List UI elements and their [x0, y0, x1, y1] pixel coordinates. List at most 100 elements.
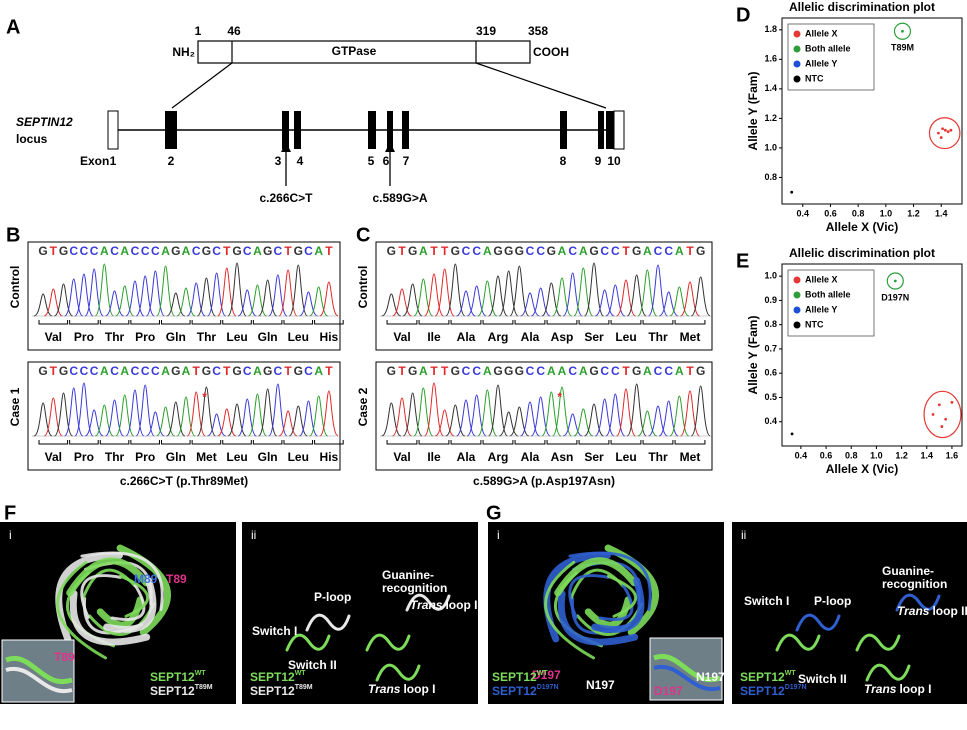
cluster-outline [886, 272, 904, 290]
amino-acid: Pro [135, 330, 155, 344]
trace-peak [227, 262, 247, 317]
legend-label: SEPT12WT [150, 670, 206, 684]
amino-acid: Thr [197, 330, 217, 344]
amino-acid: Thr [105, 330, 125, 344]
codon-bracket [578, 320, 610, 325]
trace-peak [487, 384, 509, 437]
codon-bracket [482, 320, 514, 325]
region-label: Trans loop II [410, 598, 481, 612]
codon-bracket [283, 320, 314, 325]
residue-number: 319 [476, 24, 496, 38]
panel-a: A 1 46 319 358 NH₂ GTPase COOH SEPTIN12 … [6, 16, 625, 205]
trace-peak [319, 281, 339, 317]
legend-marker [793, 291, 801, 299]
amino-acid: Met [680, 330, 701, 344]
codon-bracket [450, 320, 482, 325]
domain-name: GTPase [332, 44, 377, 58]
protein-bar [197, 40, 531, 64]
legend-marker [793, 306, 801, 314]
y-tick-label: 1.2 [764, 113, 777, 123]
ribbon [66, 557, 150, 597]
y-tick-label: 0.8 [764, 172, 777, 182]
arrowhead [385, 142, 395, 152]
legend-label: Both allele [805, 43, 851, 53]
inset-ribbon [653, 664, 721, 692]
amino-acid: Ala [457, 330, 476, 344]
x-tick-label: 1.0 [870, 450, 883, 460]
y-tick-label: 0.6 [764, 368, 777, 378]
sequence: G T G A T T G C C A GGG C C A A C A G C C T G A C C A T G [387, 364, 706, 378]
amino-acid: His [320, 330, 339, 344]
panel-label: G [486, 502, 502, 524]
legend-marker [793, 321, 801, 329]
legend-name: SEPT12 [740, 670, 785, 684]
cluster-outline [923, 390, 962, 439]
exon [606, 111, 614, 149]
ribbon [557, 590, 639, 646]
y-axis-label: Allele Y (Fam) [746, 72, 760, 151]
exon [387, 111, 393, 149]
trace-peak [74, 382, 94, 437]
residue-number: 1 [195, 24, 202, 38]
x-tick-label: 0.6 [824, 208, 837, 218]
region-label: P-loop [314, 590, 351, 604]
legend-label: SEPT12D197N [492, 684, 559, 698]
chart-title: Allelic discrimination plot [789, 246, 935, 260]
amino-acid: Gln [166, 450, 186, 464]
x-axis-label: Allele X (Vic) [826, 220, 898, 234]
trace-peak [423, 382, 445, 437]
codon-bracket [514, 320, 546, 325]
zoom-line [171, 62, 233, 109]
residue-label: N197 [586, 678, 615, 692]
codon-bracket [161, 440, 191, 445]
residue-label: M89 [134, 572, 158, 586]
codon-bracket [450, 440, 482, 445]
legend-sup: D197N [537, 684, 559, 691]
exon [402, 111, 409, 149]
data-point [937, 403, 941, 407]
amino-acid: Gln [166, 330, 186, 344]
exon-number: 2 [168, 154, 175, 168]
region-label: Trans loop II [897, 604, 967, 618]
y-tick-label: 1.0 [764, 142, 777, 152]
data-point [941, 127, 945, 131]
codon-bracket [418, 440, 450, 445]
plot-frame [781, 263, 963, 447]
trace-peak [690, 276, 711, 317]
data-point [940, 425, 944, 428]
trace-box [375, 241, 713, 351]
amino-acid: Ala [521, 450, 540, 464]
ribbon [103, 577, 157, 633]
y-tick-label: 0.7 [764, 343, 777, 353]
subpanel-label: ii [741, 528, 746, 542]
codon-bracket [314, 440, 344, 445]
y-tick-label: 1.4 [764, 83, 777, 93]
ribbon [110, 583, 146, 621]
exon-label: Exon [80, 154, 109, 168]
c-terminus: COOH [533, 45, 569, 59]
amino-acid: Ala [457, 450, 476, 464]
subpanel-label: i [9, 528, 12, 542]
amino-acid: Leu [288, 450, 309, 464]
amino-acid: Ile [427, 330, 441, 344]
mutation-marker: * [202, 390, 207, 404]
x-tick-label: 1.4 [920, 450, 933, 460]
legend-label: NTC [805, 73, 824, 83]
sequence: G T GC C C A C A C C C AGA T GC T GC AGC T GC A T [38, 364, 333, 378]
codon-bracket [69, 320, 99, 325]
region-label: Trans loop I [864, 682, 931, 696]
data-point [790, 190, 794, 194]
data-point [949, 128, 953, 132]
x-tick-label: 0.4 [797, 208, 810, 218]
amino-acid: Met [680, 450, 701, 464]
region-italic: Trans [864, 682, 897, 696]
codon-bracket [642, 320, 674, 325]
y-tick-label: 0.9 [764, 295, 777, 305]
codon-bracket [386, 440, 418, 445]
zoom-line [475, 62, 607, 109]
x-tick-label: 1.0 [880, 208, 893, 218]
amino-acid: Leu [226, 330, 247, 344]
x-tick-label: 1.4 [935, 208, 948, 218]
codon-bracket [38, 440, 69, 445]
amino-acid: Asp [551, 330, 574, 344]
